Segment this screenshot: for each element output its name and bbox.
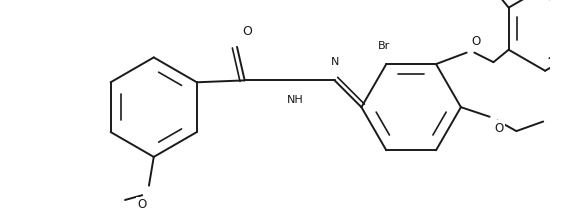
Text: NH: NH: [287, 95, 303, 105]
Text: Br: Br: [378, 41, 391, 51]
Text: O: O: [495, 121, 504, 135]
Text: N: N: [330, 57, 339, 67]
Text: O: O: [472, 35, 481, 48]
Text: O: O: [242, 25, 252, 38]
Text: O: O: [138, 198, 147, 211]
